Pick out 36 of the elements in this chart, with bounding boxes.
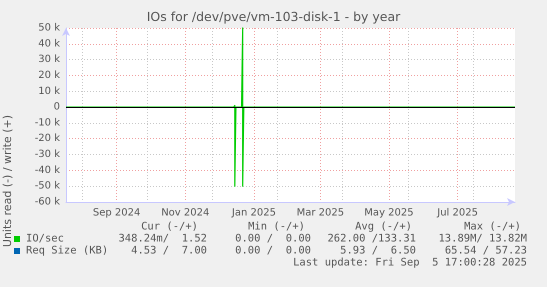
text: 13.89M/ 13.82M — [438, 232, 527, 244]
y-tick-label: 20 k — [38, 70, 60, 81]
text: 0.00 / 0.00 — [235, 244, 311, 256]
y-tick-label: -20 k — [34, 133, 60, 144]
y-tick-label: -60 k — [34, 196, 60, 208]
y-tick-label: 30 k — [38, 54, 60, 66]
y-tick-label: -10 k — [34, 117, 60, 128]
text: Max (-/+) — [464, 220, 521, 232]
text: Last update: Fri Sep 5 17:00:28 2025 — [293, 256, 527, 268]
text: 65.54 / 57.23 — [444, 244, 527, 256]
text: 5.93 / 6.50 — [340, 244, 416, 256]
chart-title: IOs for /dev/pve/vm-103-disk-1 - by year — [146, 9, 402, 24]
x-tick-label: May 2025 — [364, 208, 414, 218]
x-tick-label: Sep 2024 — [92, 208, 140, 218]
y-tick-label: 0 — [54, 102, 60, 113]
x-tick-label: Nov 2024 — [161, 208, 210, 218]
y-tick-label: 50 k — [38, 22, 60, 34]
line-series — [65, 27, 516, 187]
text: Min (-/+) — [248, 220, 305, 232]
legend-label: Req Size (KB) — [26, 244, 108, 256]
text: 348.24m/ 1.52 — [118, 232, 207, 244]
text: 4.53 / 7.00 — [131, 244, 207, 256]
x-tick-label: Jul 2025 — [436, 208, 478, 218]
x-tick-label: Jan 2025 — [230, 208, 276, 218]
text: Avg (-/+) — [355, 220, 412, 232]
y-axis-title: Units read (-) / write (+) — [1, 115, 14, 248]
x-tick-label: Mar 2025 — [296, 208, 344, 218]
y-tick-label: -40 k — [34, 164, 60, 176]
y-tick-label: -50 k — [34, 180, 60, 192]
y-tick-label: 10 k — [38, 86, 60, 97]
text: 262.00 /133.31 — [327, 232, 416, 244]
legend-label: IO/sec — [26, 232, 64, 244]
y-tick-label: 40 k — [38, 38, 60, 50]
y-tick-label: -30 k — [34, 149, 60, 160]
text: Cur (-/+) — [141, 220, 198, 232]
text: 0.00 / 0.00 — [235, 232, 311, 244]
